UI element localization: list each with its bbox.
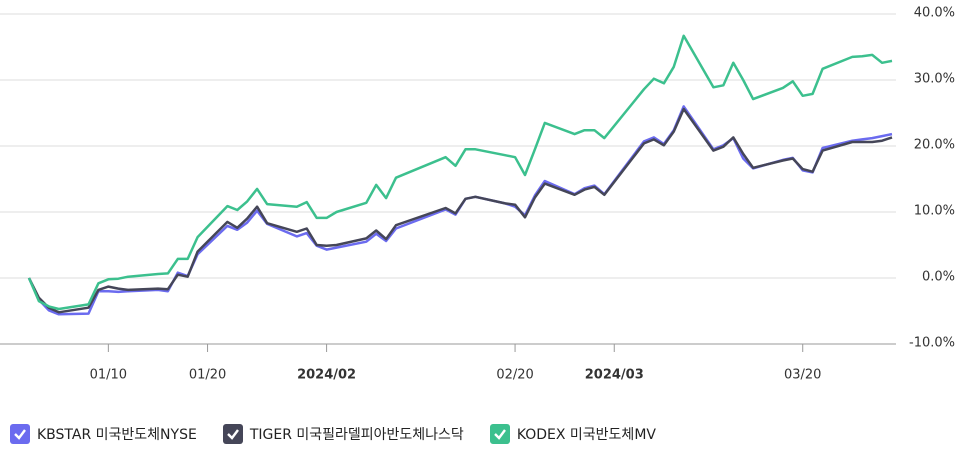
x-tick-label: 2024/02: [297, 368, 356, 383]
y-tick-label: -10.0%: [909, 336, 955, 351]
legend-label: KODEX 미국반도체MV: [516, 427, 656, 443]
x-tick-label: 01/20: [189, 368, 226, 383]
legend-label: KBSTAR 미국반도체NYSE: [37, 427, 197, 443]
series-line: [27, 105, 893, 316]
series-line: [27, 34, 893, 311]
y-tick-label: 40.0%: [914, 6, 955, 21]
legend-checkbox[interactable]: [10, 424, 30, 444]
legend-item[interactable]: KODEX 미국반도체MV: [489, 424, 656, 444]
x-tick-label: 03/20: [784, 368, 821, 383]
y-tick-label: 20.0%: [914, 138, 955, 153]
x-tick-label: 02/20: [496, 368, 533, 383]
legend-item[interactable]: TIGER 미국필라델피아반도체나스닥: [222, 424, 464, 444]
chart: -10.0% 0.0% 10.0% 20.0% 30.0% 40.0% 01/10 01/20…: [0, 6, 955, 383]
y-tick-label: 30.0%: [914, 72, 955, 87]
check-icon: [226, 429, 239, 440]
legend-checkbox[interactable]: [489, 424, 510, 444]
y-tick-label: 0.0%: [922, 270, 955, 285]
x-tick-label: 2024/03: [585, 368, 644, 383]
y-tick-label: 10.0%: [914, 204, 955, 219]
legend: KBSTAR 미국반도체NYSE TIGER 미국필라델피아반도체나스닥 KODEX…: [10, 424, 656, 444]
legend-checkbox[interactable]: [222, 424, 243, 444]
check-icon: [14, 429, 26, 440]
x-tick-label: 01/10: [90, 368, 127, 383]
check-icon: [493, 429, 506, 440]
series-line: [27, 107, 893, 314]
legend-label: TIGER 미국필라델피아반도체나스닥: [249, 427, 464, 443]
legend-item[interactable]: KBSTAR 미국반도체NYSE: [10, 424, 197, 444]
